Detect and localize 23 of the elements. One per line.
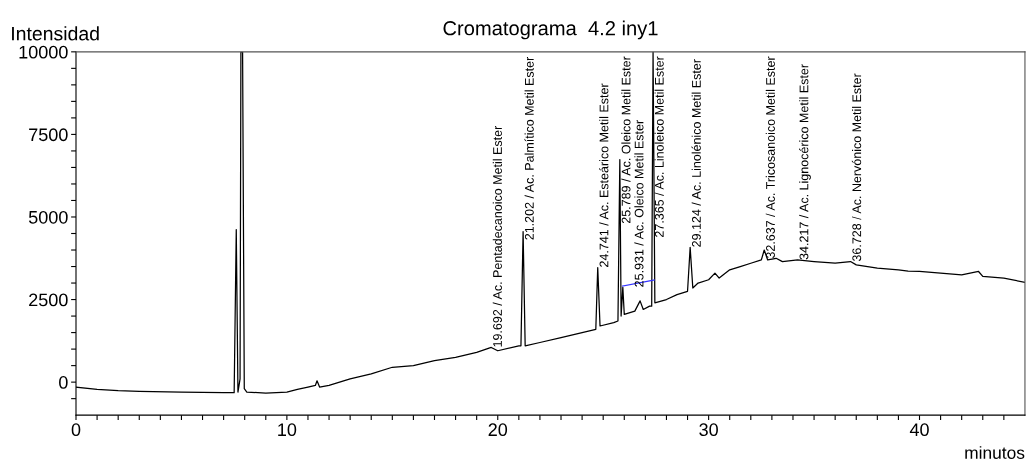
y-tick-label: 10000 — [19, 45, 68, 59]
annotation: 25.931 / Ac. Oleico Metil Ester — [634, 120, 644, 287]
annotation: 25.789 / Ac. Oleico Metil Ester — [621, 56, 631, 224]
annotation: 24.741 / Ac. Esteárico Metil Ester — [599, 83, 609, 267]
annotation: 34.217 / Ac. Lignocérico Metil Ester — [799, 64, 811, 260]
y-axis-title: Intensidad — [12, 26, 99, 41]
x-tick-label: 0 — [71, 423, 81, 437]
y-tick-label: 5000 — [28, 210, 68, 224]
x-tick-label: 30 — [699, 423, 718, 437]
annotation: 32.637 / Ac. Tricosanoico Metil Ester — [765, 56, 775, 259]
y-tick-label: 7500 — [29, 128, 68, 142]
annotation: 21.202 / Ac. Palmítico Metil Ester — [524, 57, 534, 240]
x-axis-title: minutos — [965, 446, 1025, 459]
y-tick-label: 0 — [59, 376, 68, 389]
annotation: 19.692 / Ac. Pentadecanoico Metil Ester — [492, 126, 502, 347]
annotation: 36.728 / Ac. Nervónico Metil Ester — [851, 73, 862, 262]
chart-title: Cromatograma 4.2 iny1 — [443, 20, 658, 40]
x-tick-label: 20 — [488, 423, 508, 437]
x-tick-label: 10 — [278, 423, 297, 437]
x-tick-label: 40 — [909, 423, 929, 437]
annotation: 29.124 / Ac. Linolénico Metil Ester — [691, 59, 701, 247]
annotation: 27.365 / Ac. Linoleico Metil Ester — [654, 56, 664, 237]
y-tick-label: 2500 — [29, 293, 68, 307]
